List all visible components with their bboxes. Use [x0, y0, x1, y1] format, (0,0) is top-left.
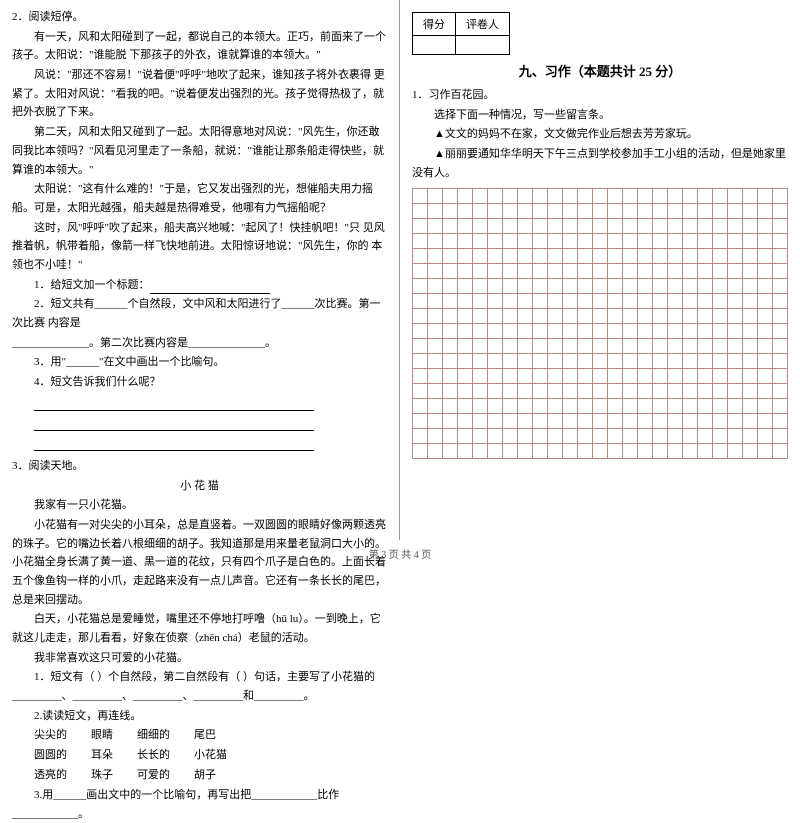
q2-sub3: 3．用"______"在文中画出一个比喻句。 — [12, 353, 387, 372]
score-cell[interactable] — [413, 36, 456, 55]
grader-label: 评卷人 — [456, 13, 510, 36]
q3-heading: 小 花 猫 — [12, 477, 387, 496]
page-footer: 第 3 页 共 4 页 — [0, 546, 800, 561]
word: 耳朵 — [91, 746, 113, 766]
q2-sub2a: 2．短文共有______个自然段，文中风和太阳进行了______次比赛。第一次比… — [12, 295, 387, 332]
q2-p4: 太阳说："这有什么难的！"于是，它又发出强烈的光，想催船夫用力摇 船。可是，太阳… — [12, 180, 387, 217]
word: 尾巴 — [194, 726, 216, 746]
q1a: 选择下面一种情况，写一些留言条。 — [412, 106, 788, 125]
answer-line — [12, 393, 387, 412]
answer-line — [12, 412, 387, 431]
connect-row-2: 圆圆的 耳朵 长长的 小花猫 — [34, 746, 387, 766]
word: 圆圆的 — [34, 746, 67, 766]
page: 2．阅读短停。 有一天，风和太阳碰到了一起，都说自己的本领大。正巧，前面来了一个… — [0, 0, 800, 540]
q3-sub1: 1．短文有（ ）个自然段，第二自然段有（ ）句话，主要写了小花猫的_______… — [12, 668, 387, 705]
writing-grid[interactable] — [412, 188, 788, 459]
q3-p4: 我非常喜欢这只可爱的小花猫。 — [12, 649, 387, 668]
grader-cell[interactable] — [456, 36, 510, 55]
score-table: 得分 评卷人 — [412, 12, 510, 55]
q3-sub2: 2.读读短文，再连线。 — [12, 707, 387, 726]
right-column: 得分 评卷人 九、习作（本题共计 25 分） 1．习作百花园。 选择下面一种情况… — [400, 0, 800, 540]
word: 胡子 — [194, 766, 216, 786]
word: 可爱的 — [137, 766, 170, 786]
connect-row-1: 尖尖的 眼睛 细细的 尾巴 — [34, 726, 387, 746]
left-column: 2．阅读短停。 有一天，风和太阳碰到了一起，都说自己的本领大。正巧，前面来了一个… — [0, 0, 400, 540]
q3-sub3: 3.用______画出文中的一个比喻句，再写出把____________比作__… — [12, 786, 387, 823]
q2-p1: 有一天，风和太阳碰到了一起，都说自己的本领大。正巧，前面来了一个 孩子。太阳说：… — [12, 28, 387, 65]
connect-row-3: 透亮的 珠子 可爱的 胡子 — [34, 766, 387, 786]
q2-title: 2．阅读短停。 — [12, 8, 387, 27]
word: 长长的 — [137, 746, 170, 766]
q1c: ▲丽丽要通知华华明天下午三点到学校参加手工小组的活动，但是她家里 没有人。 — [412, 145, 788, 182]
q2-p3: 第二天，风和太阳又碰到了一起。太阳得意地对风说："风先生，你还敢同我比本领吗？"… — [12, 123, 387, 179]
word: 尖尖的 — [34, 726, 67, 746]
q2-sub4: 4．短文告诉我们什么呢？ — [12, 373, 387, 392]
q2-p2: 风说："那还不容易！"说着便"呼呼"地吹了起来，谁知孩子将外衣裹得 更紧了。太阳… — [12, 66, 387, 122]
word: 透亮的 — [34, 766, 67, 786]
q3-p3: 白天，小花猫总是爱睡觉，嘴里还不停地打呼噜（hū lu）。一到晚上，它就这儿走走… — [12, 610, 387, 647]
q1: 1．习作百花园。 — [412, 86, 788, 105]
score-label: 得分 — [413, 13, 456, 36]
q2-p5: 这时，风"呼呼"吹了起来，船夫高兴地喊："起风了！快挂帆吧！"只 见风推着帆，帆… — [12, 219, 387, 275]
word: 细细的 — [137, 726, 170, 746]
word: 小花猫 — [194, 746, 227, 766]
q3-p2: 小花猫有一对尖尖的小耳朵，总是直竖着。一双圆圆的眼睛好像两颗透亮的珠子。它的嘴边… — [12, 516, 387, 609]
word: 眼睛 — [91, 726, 113, 746]
q3-title: 3．阅读天地。 — [12, 457, 387, 476]
q2-sub2b: ______________。第二次比赛内容是______________。 — [12, 334, 387, 353]
q1b: ▲文文的妈妈不在家，文文做完作业后想去芳芳家玩。 — [412, 125, 788, 144]
q3-p1: 我家有一只小花猫。 — [12, 496, 387, 515]
section-title: 九、习作（本题共计 25 分） — [412, 61, 788, 80]
answer-line — [12, 432, 387, 451]
q2-sub1: 1．给短文加一个标题： — [12, 276, 387, 295]
word: 珠子 — [91, 766, 113, 786]
